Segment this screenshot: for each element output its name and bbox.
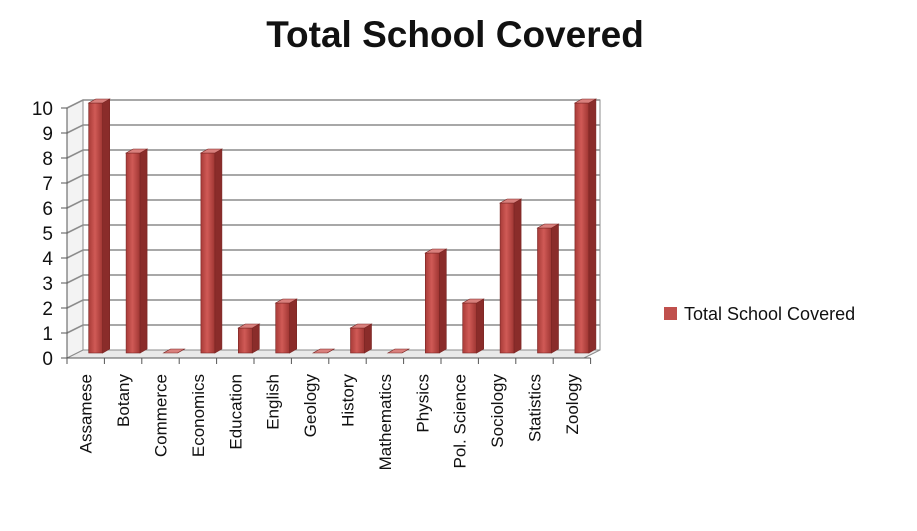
- gridlines: [66, 99, 600, 334]
- bar-front: [462, 302, 478, 354]
- bar-side: [289, 298, 298, 354]
- bar-side: [252, 323, 260, 354]
- bar-top: [274, 298, 298, 304]
- x-category-label: Economics: [189, 374, 208, 457]
- y-tick-label: 4: [42, 249, 53, 270]
- bars: [87, 98, 598, 354]
- x-category-label: Pol. Science: [451, 374, 470, 469]
- x-category-label: Physics: [413, 374, 432, 433]
- y-tick-label: 6: [42, 199, 53, 220]
- bar-side: [139, 148, 148, 354]
- gridline: [66, 199, 600, 209]
- bar: [162, 348, 186, 354]
- y-tick-label: 7: [42, 174, 53, 195]
- y-tick-label: 10: [32, 99, 53, 120]
- y-tick-label: 9: [42, 124, 53, 145]
- x-category-label: Assamese: [77, 374, 96, 453]
- bar-top: [124, 148, 149, 154]
- x-axis: Assamese Botany Commerce Economics Education…: [66, 357, 592, 470]
- y-tick-label: 1: [42, 324, 53, 345]
- x-category-label: Commerce: [152, 374, 171, 457]
- bar: [498, 198, 523, 354]
- x-category-label: Zoology: [563, 374, 582, 435]
- x-category-label: Mathematics: [376, 374, 395, 470]
- bar-top: [162, 348, 186, 354]
- bar-side: [513, 198, 522, 354]
- y-tick-label: 0: [42, 349, 53, 370]
- bar-front: [125, 152, 141, 354]
- bar: [573, 98, 598, 354]
- x-category-label: Botany: [114, 374, 133, 427]
- bar-side: [364, 323, 372, 354]
- x-category-label: Education: [226, 374, 245, 450]
- y-tick-label: 3: [42, 274, 53, 295]
- bar-top: [424, 248, 448, 254]
- bar-front: [88, 102, 103, 354]
- legend-swatch: [664, 307, 677, 320]
- bar: [461, 298, 485, 354]
- bar: [311, 348, 336, 354]
- bar-top: [498, 198, 523, 204]
- bar-side: [438, 248, 447, 354]
- bar: [386, 348, 411, 354]
- x-category-label: Statistics: [526, 374, 545, 442]
- bar-front: [574, 102, 590, 354]
- bar-top: [237, 323, 261, 329]
- y-axis: 0 1 2 3 4 5 6 7 8 9 10: [32, 99, 68, 370]
- bar-side: [476, 298, 485, 354]
- bar: [424, 248, 448, 354]
- bar-side: [551, 223, 559, 354]
- bar-front: [537, 227, 552, 354]
- bar-top: [311, 348, 336, 354]
- bar-top: [386, 348, 411, 354]
- x-category-label: Sociology: [488, 374, 507, 448]
- bar-front: [350, 327, 365, 354]
- bar: [536, 223, 560, 354]
- bar-front: [200, 152, 216, 354]
- bar-front: [424, 252, 440, 354]
- y-tick-label: 2: [42, 299, 53, 320]
- bar: [349, 323, 373, 354]
- bar: [124, 148, 149, 354]
- gridline: [66, 124, 600, 134]
- plot-area: 0 1 2 3 4 5 6 7 8 9 10 Assamese Botany Commerce Econo…: [32, 98, 601, 470]
- gridline: [66, 174, 600, 184]
- gridline: [66, 149, 600, 159]
- bar-side: [214, 148, 223, 354]
- y-tick-label: 8: [42, 149, 53, 170]
- chart-title: Total School Covered: [266, 14, 644, 55]
- bar-top: [573, 98, 598, 104]
- bar-front: [238, 327, 253, 354]
- x-category-label: English: [264, 374, 283, 430]
- bar-top: [536, 223, 560, 229]
- bar-top: [87, 98, 111, 104]
- bar-top: [199, 148, 224, 154]
- x-category-label: History: [339, 374, 358, 427]
- legend: Total School Covered: [664, 304, 855, 324]
- bar: [199, 148, 224, 354]
- bar: [87, 98, 111, 354]
- y-tick-label: 5: [42, 224, 53, 245]
- gridline: [66, 249, 600, 259]
- bar-top: [349, 323, 373, 329]
- bar-side: [102, 98, 110, 354]
- legend-label: Total School Covered: [684, 304, 855, 324]
- bar-front: [499, 202, 515, 354]
- x-category-label: Geology: [301, 374, 320, 438]
- plot-floor: [66, 349, 601, 359]
- bar: [237, 323, 261, 354]
- gridline: [66, 224, 600, 234]
- bar-top: [461, 298, 485, 304]
- gridline: [66, 99, 600, 109]
- bar-front: [275, 302, 291, 354]
- bar: [274, 298, 298, 354]
- bar-side: [588, 98, 597, 354]
